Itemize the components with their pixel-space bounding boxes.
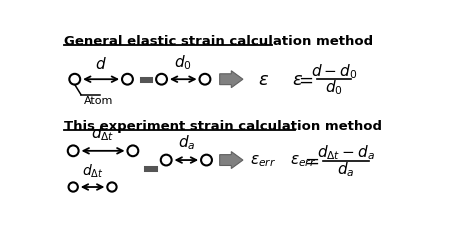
Text: $d_{\Delta t}$: $d_{\Delta t}$ (91, 124, 115, 143)
Text: $\varepsilon_{err}$: $\varepsilon_{err}$ (290, 153, 316, 169)
Text: $d_{\Delta t}$: $d_{\Delta t}$ (82, 163, 103, 180)
Text: This experiment strain calculation method: This experiment strain calculation metho… (64, 120, 382, 133)
Text: $\varepsilon$: $\varepsilon$ (292, 71, 303, 89)
Text: $d_0$: $d_0$ (326, 78, 343, 97)
Text: General elastic strain calculation method: General elastic strain calculation metho… (64, 35, 373, 48)
Text: $d_a$: $d_a$ (337, 161, 355, 179)
Text: Atom: Atom (84, 96, 113, 106)
Text: $d_0$: $d_0$ (174, 53, 192, 71)
Text: $\varepsilon_{err}$: $\varepsilon_{err}$ (250, 153, 276, 169)
Text: $d$: $d$ (95, 55, 107, 71)
Text: $d_{\Delta t}-d_a$: $d_{\Delta t}-d_a$ (317, 143, 375, 162)
Polygon shape (219, 71, 243, 88)
Text: $=$: $=$ (301, 152, 319, 170)
Text: $d-d_0$: $d-d_0$ (311, 62, 357, 81)
Text: $=$: $=$ (295, 71, 313, 89)
Text: $d_a$: $d_a$ (178, 134, 195, 152)
Text: $\varepsilon$: $\varepsilon$ (257, 71, 269, 89)
Polygon shape (219, 152, 243, 169)
